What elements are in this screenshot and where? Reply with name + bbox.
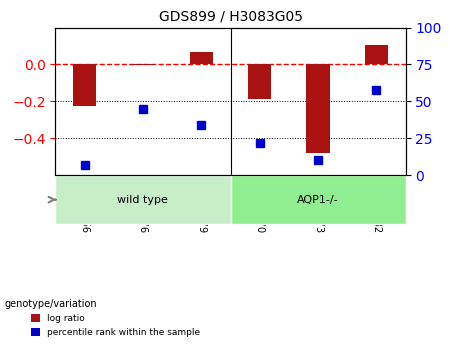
Bar xyxy=(248,65,272,99)
Text: AQP1-/-: AQP1-/- xyxy=(297,195,339,205)
Bar xyxy=(131,65,154,66)
FancyBboxPatch shape xyxy=(55,175,230,224)
Bar xyxy=(307,65,330,153)
Text: wild type: wild type xyxy=(118,195,168,205)
Bar xyxy=(365,45,388,65)
Text: genotype/variation: genotype/variation xyxy=(5,299,97,308)
Legend: log ratio, percentile rank within the sample: log ratio, percentile rank within the sa… xyxy=(28,310,204,341)
Bar xyxy=(73,65,96,106)
FancyBboxPatch shape xyxy=(230,175,406,224)
Title: GDS899 / H3083G05: GDS899 / H3083G05 xyxy=(159,10,302,24)
Bar xyxy=(189,52,213,65)
